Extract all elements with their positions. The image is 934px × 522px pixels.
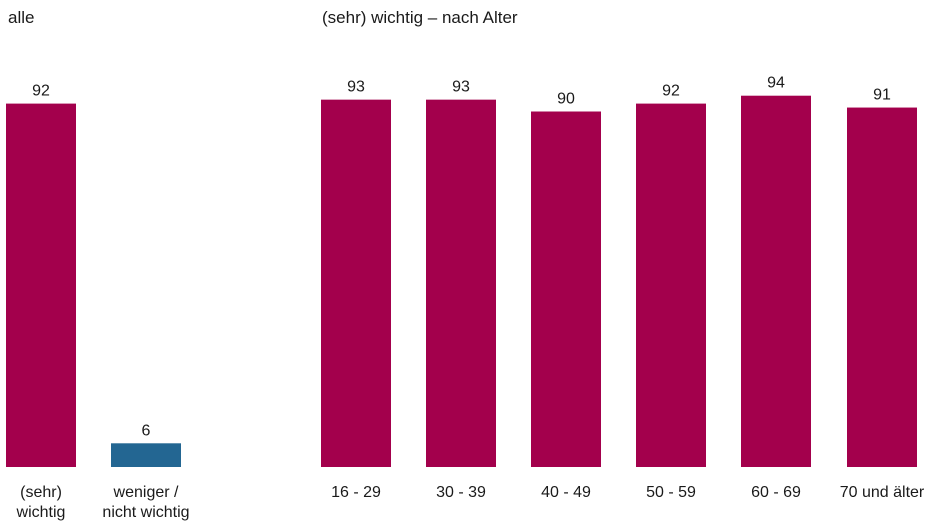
category-label-1-2: 40 - 49 [541, 484, 591, 501]
category-label-1-5: 70 und älter [840, 484, 925, 501]
category-label-1-3: 50 - 59 [646, 484, 696, 501]
value-label-1-1: 93 [452, 79, 470, 96]
panel-title-all: alle [8, 8, 35, 27]
bar-1-5 [847, 107, 917, 468]
category-label-0-0: (sehr) wichtig [16, 484, 66, 521]
value-label-1-0: 93 [347, 79, 365, 96]
bar-0-1 [111, 443, 181, 467]
value-label-1-2: 90 [557, 91, 575, 108]
value-label-1-3: 92 [662, 83, 680, 100]
category-label-1-1: 30 - 39 [436, 484, 486, 501]
value-label-0-0: 92 [32, 83, 50, 100]
panel-title-age: (sehr) wichtig – nach Alter [322, 8, 518, 27]
value-label-1-4: 94 [767, 75, 785, 92]
bar-1-4 [741, 95, 811, 467]
bar-1-1 [426, 99, 496, 468]
value-label-1-5: 91 [873, 87, 891, 104]
value-label-0-1: 6 [142, 422, 151, 439]
category-label-1-0: 16 - 29 [331, 484, 381, 501]
bar-0-0 [6, 103, 76, 467]
bar-1-0 [321, 99, 391, 468]
bar-1-2 [531, 111, 601, 467]
category-label-0-1: weniger / nicht wichtig [102, 484, 189, 521]
bar-1-3 [636, 103, 706, 467]
category-label-1-4: 60 - 69 [751, 484, 801, 501]
